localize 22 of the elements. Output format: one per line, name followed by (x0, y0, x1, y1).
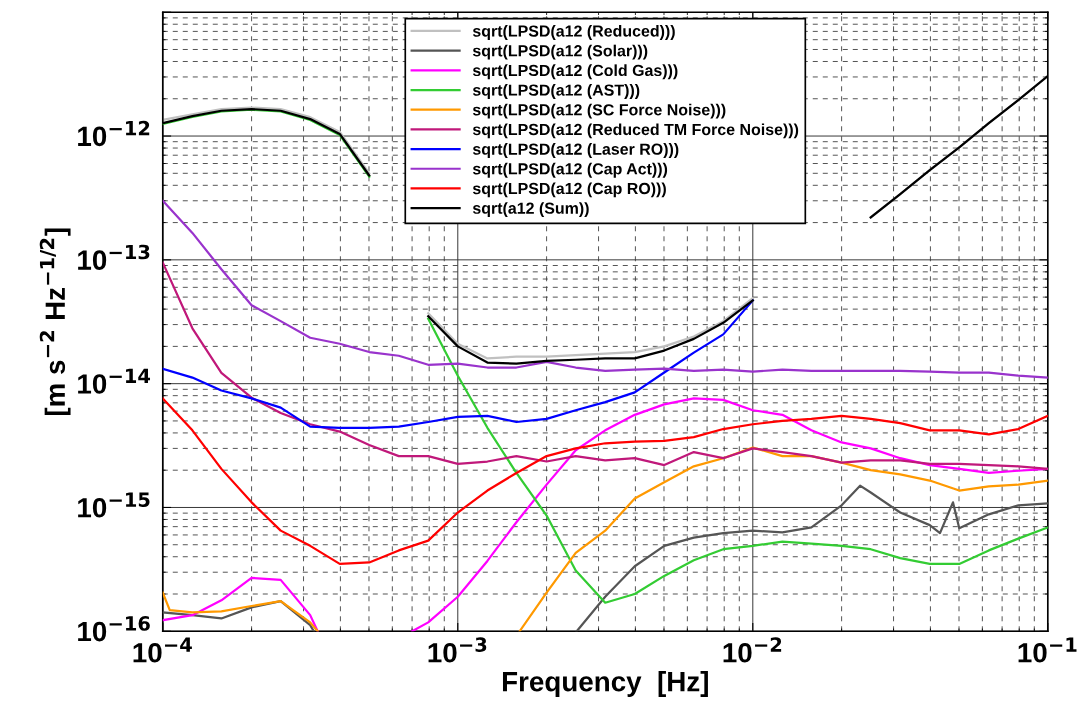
x-tick-label: 10$^{−3}$ (428, 637, 487, 663)
line-series (162, 397, 1048, 566)
y-tick-label: 10$^{−14}$ (78, 368, 151, 394)
x-tick-label: 10$^{−2}$ (723, 637, 782, 663)
legend-label: sqrt(LPSD(a12 (Solar))) (472, 44, 648, 60)
legend-label: sqrt(LPSD(a12 (Reduced))) (472, 25, 675, 40)
legend-label: sqrt(a12 (Sum)) (472, 202, 589, 218)
y-tick-label: 10$^{−12}$ (78, 120, 150, 147)
y-tick-label: 10$^{−15}$ (78, 492, 150, 518)
legend-label: sqrt(LPSD(a12 (Cap RO))) (472, 182, 666, 198)
line-series (162, 199, 1048, 379)
legend-label: sqrt(LPSD(a12 (SC Force Noise))) (472, 103, 726, 119)
legend-label: sqrt(LPSD(a12 (Cap Act))) (472, 162, 668, 178)
x-tick-label: 10$^{−1}$ (1018, 637, 1077, 663)
y-tick-label: 10$^{−13}$ (78, 244, 150, 270)
legend-label: sqrt(LPSD(a12 (Reduced TM Force Noise))) (472, 123, 799, 139)
x-axis-title: Frequency [Hz] (502, 671, 708, 697)
legend-label: sqrt(LPSD(a12 (AST))) (472, 84, 640, 99)
y-axis-title: [m s$^{−2}$ Hz$^{−1/2}$] (39, 228, 71, 416)
line-series (162, 261, 1048, 470)
legend-label: sqrt(LPSD(a12 (Laser RO))) (472, 143, 679, 158)
legend-label: sqrt(LPSD(a12 (Cold Gas))) (472, 64, 678, 80)
